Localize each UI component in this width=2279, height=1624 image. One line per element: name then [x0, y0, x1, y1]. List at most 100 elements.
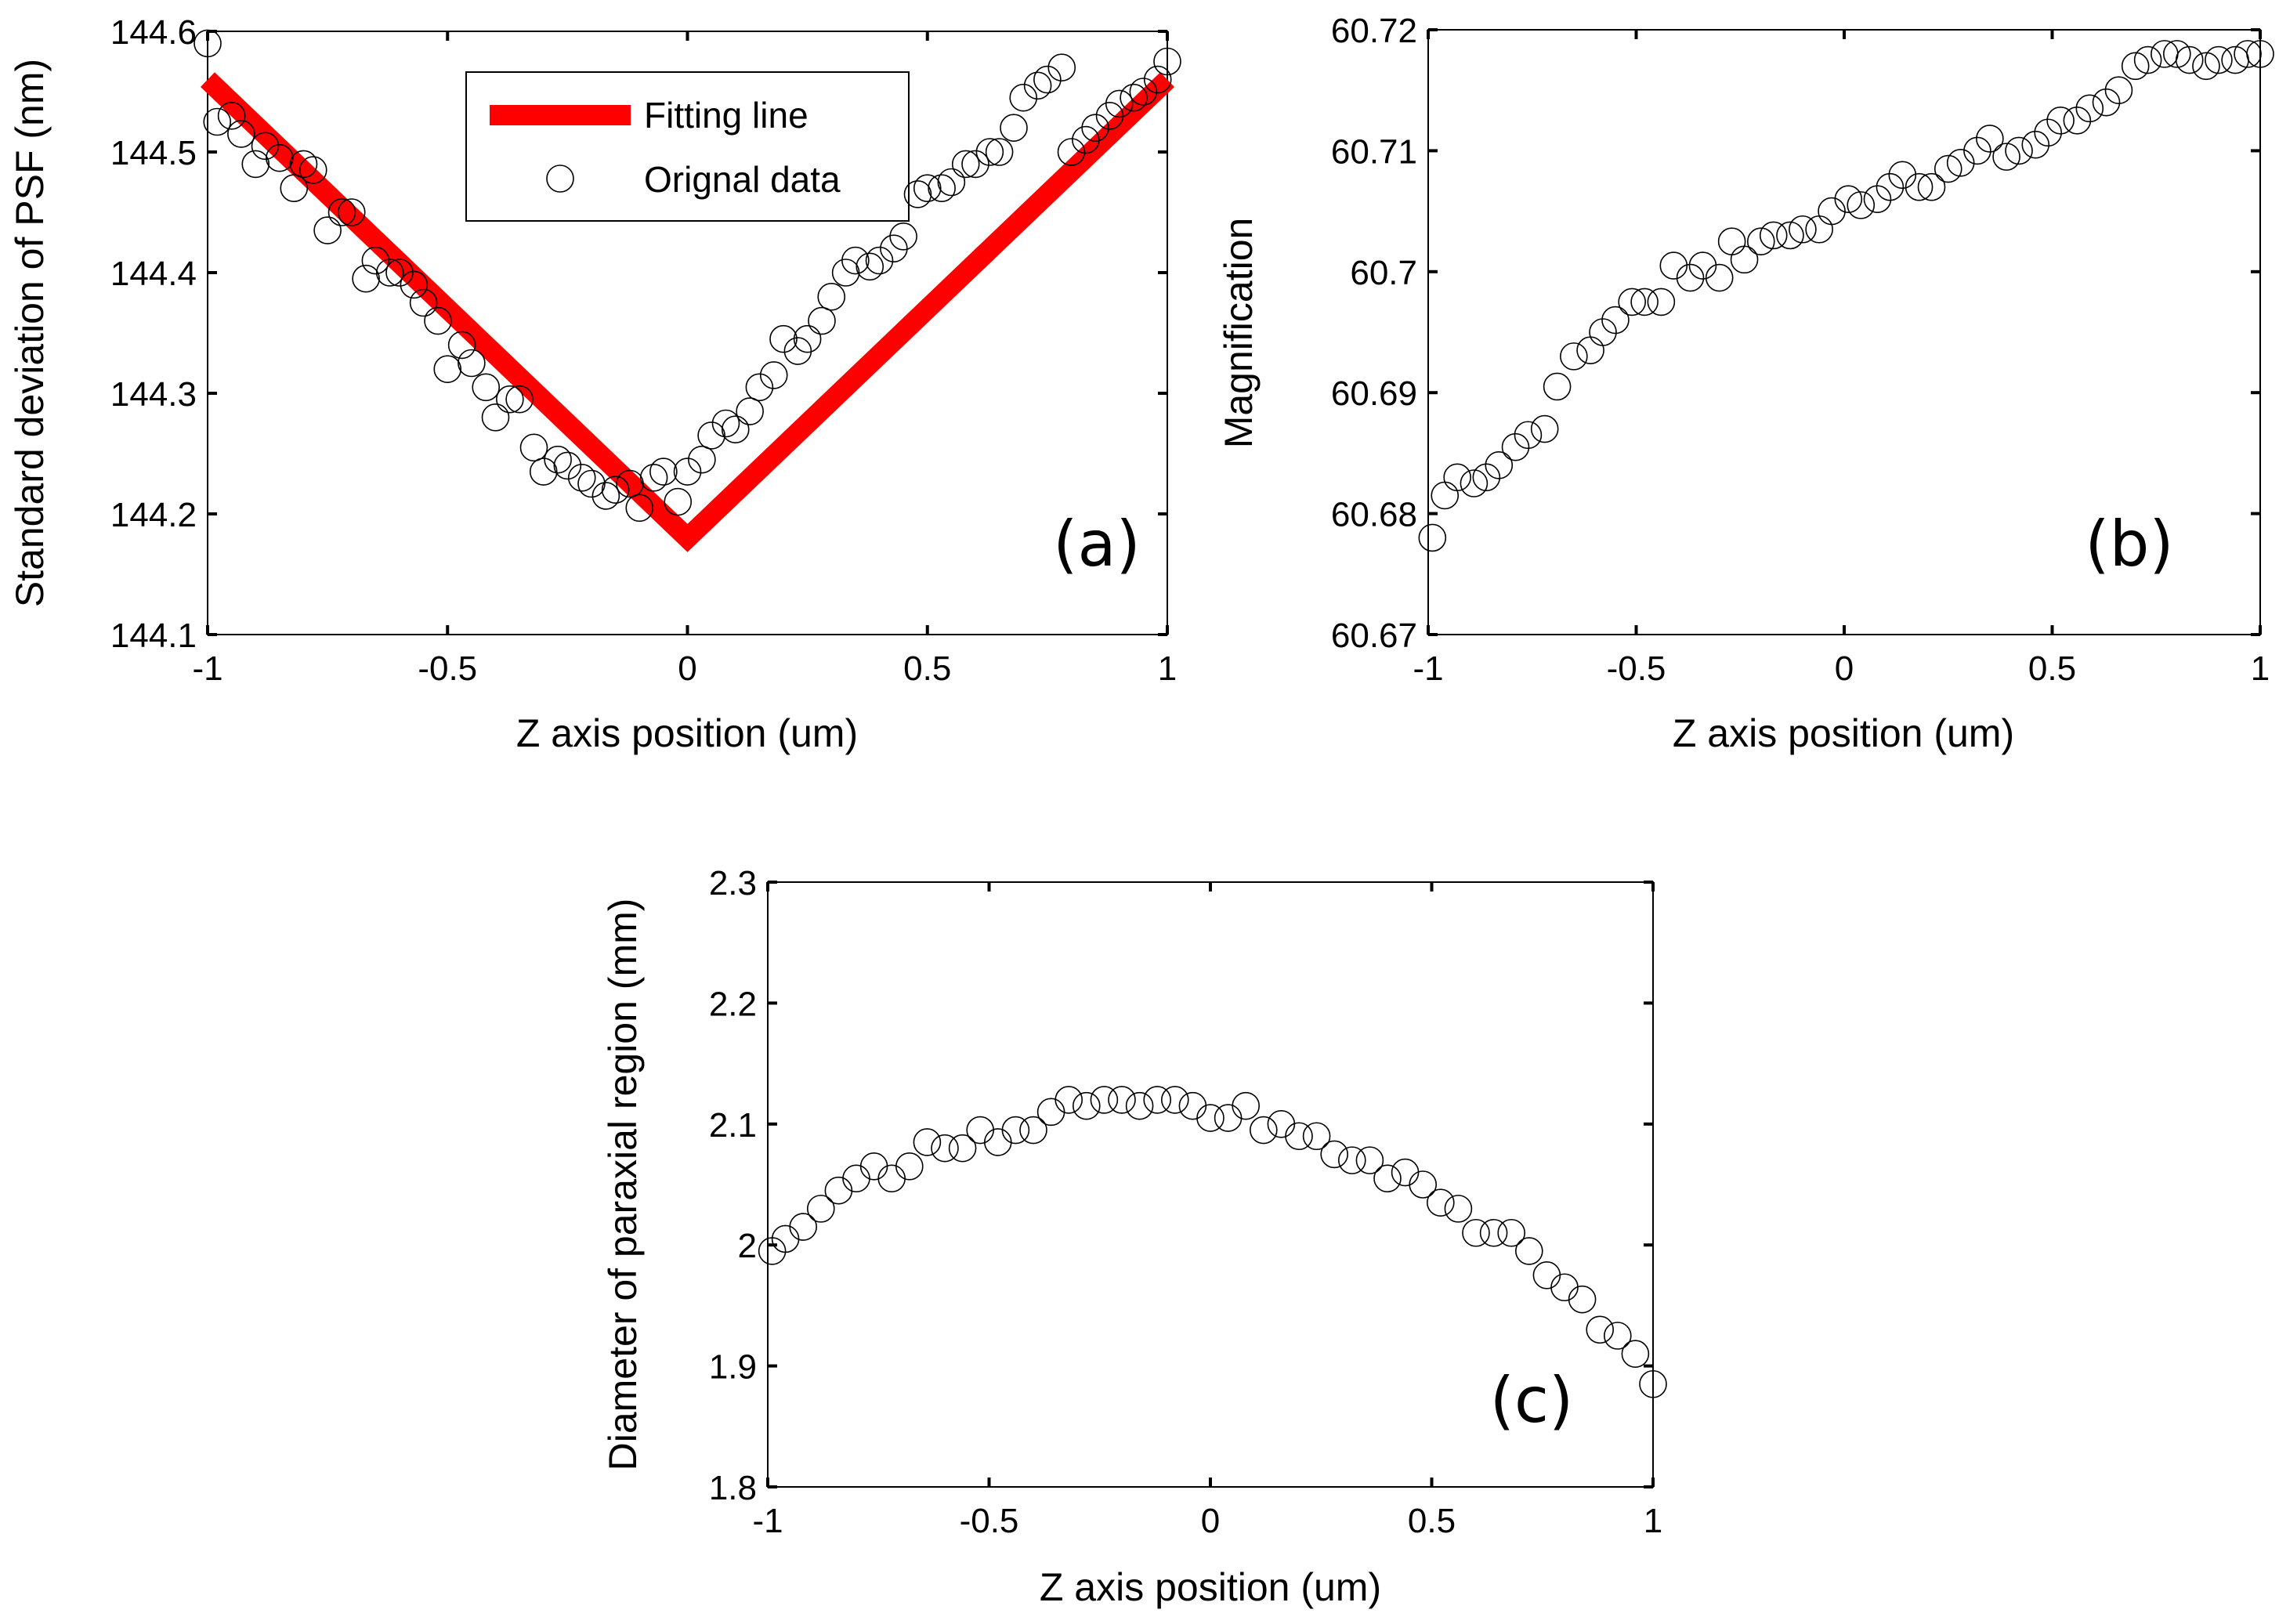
data-point	[649, 458, 678, 486]
data-point	[375, 259, 404, 287]
data-point	[913, 1128, 942, 1156]
data-point	[1153, 47, 1181, 76]
data-point	[711, 409, 740, 438]
data-point	[481, 403, 510, 432]
data-point	[2175, 45, 2204, 74]
y-tick-label: 144.4	[110, 255, 197, 293]
data-point	[2163, 40, 2191, 68]
data-point	[1992, 143, 2020, 171]
data-point	[1976, 125, 2004, 153]
data-point	[1647, 288, 1676, 316]
data-point	[1090, 1086, 1119, 1114]
x-tick-label: -1	[752, 1502, 783, 1540]
data-point	[385, 259, 414, 287]
data-point	[280, 174, 309, 202]
y-tick-label: 2.3	[709, 864, 757, 902]
data-point	[1532, 1261, 1561, 1289]
data-point	[2121, 52, 2150, 81]
data-point	[688, 445, 716, 474]
data-point	[544, 445, 572, 474]
x-tick-label: 0	[1835, 649, 1854, 688]
x-tick-labels-a: -1 -0.5 0 0.5 1	[192, 649, 1177, 688]
data-point	[1125, 1091, 1154, 1120]
data-point	[2133, 45, 2162, 74]
data-point	[2246, 40, 2274, 68]
data-point	[859, 1152, 888, 1181]
data-point	[961, 150, 989, 179]
data-point	[1196, 1104, 1225, 1132]
data-point	[313, 216, 342, 244]
data-point	[1472, 463, 1501, 492]
data-point	[458, 349, 486, 378]
data-point	[251, 132, 280, 161]
data-point	[975, 138, 1004, 166]
data-point	[759, 361, 788, 389]
x-tick-label: -0.5	[1607, 649, 1666, 688]
data-point	[1730, 245, 1759, 274]
y-tick-label: 144.6	[110, 13, 197, 52]
data-point	[1530, 414, 1559, 443]
y-tick-labels-b: 60.67 60.68 60.69 60.7 60.71 60.72	[1331, 12, 1417, 655]
x-axis-title-c: Z axis position (um)	[1040, 1565, 1381, 1609]
data-point	[1776, 221, 1804, 250]
data-point	[1250, 1116, 1278, 1145]
data-point	[1589, 318, 1617, 346]
data-point	[913, 174, 942, 202]
legend-box	[465, 71, 910, 222]
panel-c: -1 -0.5 0 0.5 1 1.8 1.9 2 2.1 2.2 2.3 Z axis posi…	[601, 864, 1667, 1609]
data-point	[1621, 1340, 1650, 1368]
data-point	[769, 324, 798, 353]
data-point	[1705, 263, 1734, 292]
data-point	[1072, 125, 1100, 154]
y-tick-label: 60.72	[1331, 12, 1417, 50]
data-point	[1550, 1273, 1579, 1302]
data-point	[2192, 52, 2220, 81]
data-point	[937, 168, 966, 197]
data-point	[639, 463, 668, 492]
data-point	[2075, 94, 2104, 123]
data-point	[931, 1134, 959, 1163]
data-point	[1108, 1086, 1136, 1114]
data-point	[1161, 1086, 1189, 1114]
data-point	[1129, 78, 1158, 106]
y-tick-label: 60.71	[1331, 132, 1417, 171]
ticks-b	[1427, 28, 2262, 636]
data-point	[519, 433, 548, 462]
x-tick-labels-c: -1 -0.5 0 0.5 1	[752, 1502, 1662, 1540]
data-point	[1586, 1315, 1614, 1344]
x-tick-label: 1	[1644, 1502, 1662, 1540]
legend-marker-swatch	[546, 165, 574, 193]
data-point	[1515, 1237, 1543, 1265]
data-point	[673, 458, 702, 486]
data-point	[1618, 288, 1646, 316]
legend-label-original-data: Orignal data	[644, 159, 841, 200]
data-point	[625, 494, 654, 523]
data-point	[1485, 451, 1514, 479]
data-point	[203, 107, 232, 136]
data-point	[266, 143, 294, 172]
data-point	[793, 324, 822, 353]
data-point	[824, 1176, 853, 1205]
data-point	[1409, 1170, 1437, 1199]
data-point	[841, 246, 870, 275]
ticks-c	[766, 881, 1655, 1488]
data-point	[1444, 1195, 1473, 1223]
y-tick-label: 1.9	[709, 1348, 757, 1387]
data-point	[1443, 463, 1471, 492]
data-point	[298, 156, 327, 184]
data-point	[1001, 1116, 1030, 1145]
data-point	[1120, 83, 1148, 112]
y-tick-label: 144.5	[110, 134, 197, 172]
x-tick-label: -0.5	[960, 1502, 1019, 1540]
data-point	[1834, 185, 1863, 213]
fitting-line	[201, 72, 1174, 552]
data-point	[1054, 1086, 1083, 1114]
data-point	[880, 234, 908, 263]
data-point	[601, 476, 630, 505]
data-point	[1847, 191, 1876, 219]
data-point	[2046, 107, 2075, 135]
data-point	[1747, 227, 1775, 256]
data-point	[1391, 1158, 1420, 1187]
x-tick-label: 1	[1158, 649, 1177, 688]
data-point	[783, 337, 812, 365]
